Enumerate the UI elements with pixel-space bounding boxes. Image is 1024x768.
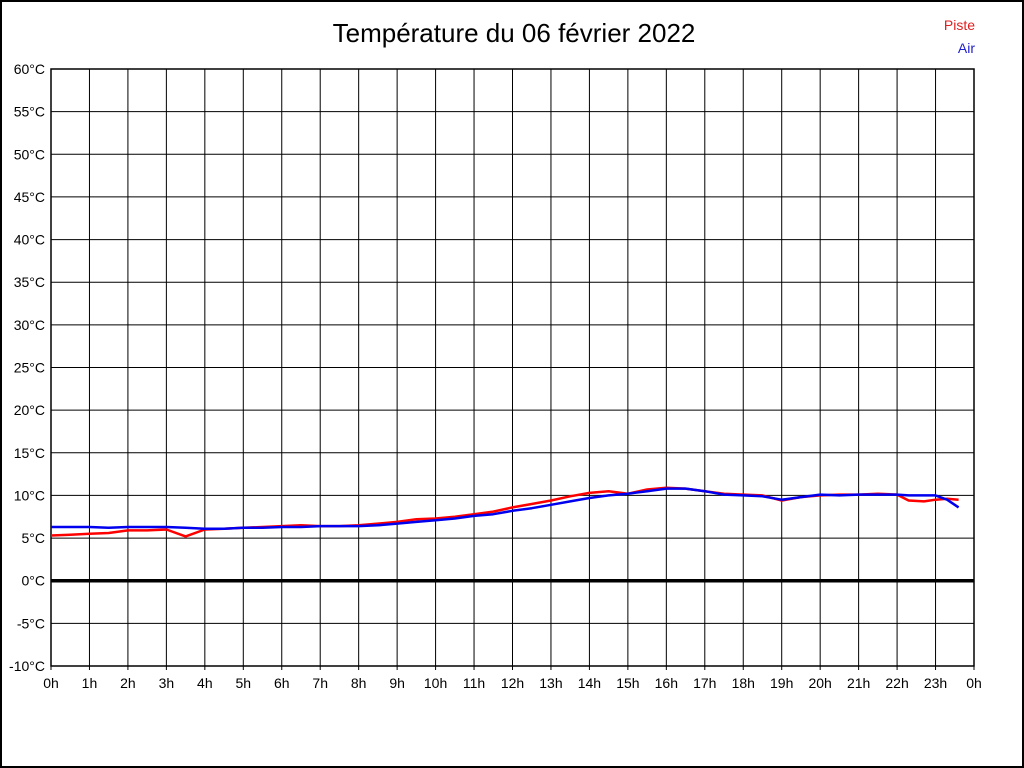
x-tick-label: 7h: [312, 675, 328, 691]
x-tick-label: 4h: [197, 675, 213, 691]
y-tick-label: 20°C: [14, 402, 45, 418]
x-tick-label: 8h: [351, 675, 367, 691]
y-tick-label: 55°C: [14, 104, 45, 120]
x-tick-label: 10h: [424, 675, 447, 691]
y-tick-label: 15°C: [14, 445, 45, 461]
y-tick-label: 35°C: [14, 274, 45, 290]
x-tick-label: 18h: [732, 675, 755, 691]
chart-title: Température du 06 février 2022: [332, 18, 696, 48]
y-tick-label: 5°C: [22, 530, 46, 546]
x-tick-label: 2h: [120, 675, 136, 691]
x-tick-label: 19h: [770, 675, 793, 691]
plot-frame: [50, 68, 975, 667]
x-tick-label: 12h: [501, 675, 524, 691]
y-tick-label: 50°C: [14, 146, 45, 162]
x-tick-label: 21h: [847, 675, 870, 691]
x-tick-label: 5h: [236, 675, 252, 691]
y-tick-label: -5°C: [17, 615, 45, 631]
y-tick-label: 25°C: [14, 360, 45, 376]
air-temperature-line: [51, 487, 960, 530]
x-tick-label: 20h: [808, 675, 831, 691]
y-tick-label: 30°C: [14, 317, 45, 333]
x-tick-label: 6h: [274, 675, 290, 691]
x-tick-label: 16h: [655, 675, 678, 691]
x-tick-label: 17h: [693, 675, 716, 691]
y-tick-label: 0°C: [22, 573, 46, 589]
x-tick-label: 11h: [463, 675, 485, 691]
y-tick-label: -10°C: [9, 658, 45, 674]
x-tick-label: 3h: [159, 675, 175, 691]
chart-legend: Piste Air: [944, 14, 975, 60]
x-tick-label: 14h: [578, 675, 601, 691]
x-tick-label: 15h: [616, 675, 639, 691]
y-tick-label: 45°C: [14, 189, 45, 205]
x-tick-label: 0h: [966, 675, 982, 691]
y-tick-label: 60°C: [14, 61, 45, 77]
x-tick-label: 23h: [924, 675, 947, 691]
x-tick-label: 9h: [389, 675, 405, 691]
legend-item-piste: Piste: [943, 17, 975, 33]
x-tick-label: 1h: [82, 675, 98, 691]
legend-item-air: Air: [957, 40, 975, 56]
y-tick-label: 10°C: [14, 487, 45, 503]
x-tick-label: 0h: [43, 675, 59, 691]
x-tick-label: 22h: [885, 675, 908, 691]
y-tick-label: 40°C: [14, 232, 45, 248]
x-tick-label: 13h: [539, 675, 562, 691]
